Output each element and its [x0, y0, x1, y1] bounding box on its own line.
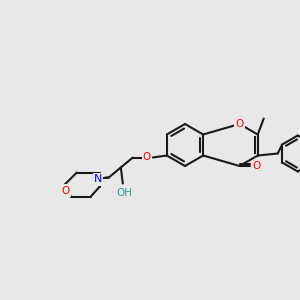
- Text: O: O: [143, 152, 151, 163]
- Text: N: N: [94, 175, 102, 184]
- Text: O: O: [252, 161, 261, 171]
- Text: O: O: [62, 185, 70, 196]
- Text: OH: OH: [117, 188, 133, 197]
- Text: N: N: [94, 175, 102, 184]
- Text: O: O: [236, 119, 244, 129]
- Text: O: O: [236, 118, 244, 128]
